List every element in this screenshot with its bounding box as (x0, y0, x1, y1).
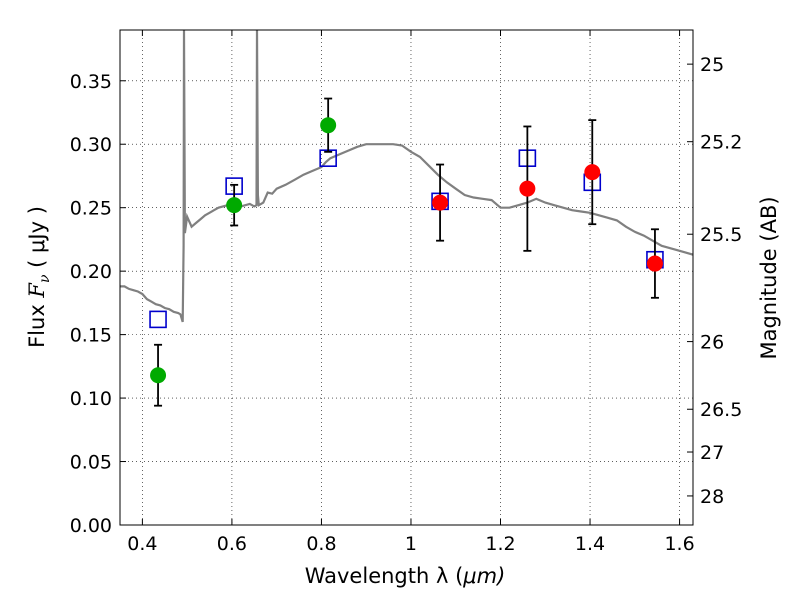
x-axis-label-prefix: Wavelength λ ( (305, 564, 464, 588)
observed-photometry-point (150, 367, 167, 384)
plot-frame (119, 29, 694, 526)
y-tick-label: 0.20 (70, 261, 112, 283)
y-tick-label: 0.05 (70, 452, 112, 474)
observed-photometry-point (432, 194, 449, 211)
x-tick-label: 1.4 (575, 533, 605, 555)
y-tick-label: 0.10 (70, 388, 112, 410)
y-tick-label: 0.15 (70, 325, 112, 347)
observed-photometry-point (584, 164, 601, 181)
y-axis-label-symbol: F (25, 282, 49, 299)
y-axis-label-subscript: ν (37, 274, 53, 283)
observed-photometry-point (320, 117, 337, 134)
x-tick-label: 1.6 (664, 533, 694, 555)
magnitude-tick-label: 27 (700, 442, 724, 464)
photometry-markers (149, 97, 664, 407)
magnitude-tick-label: 26 (700, 332, 724, 354)
x-tick-label: 1.2 (485, 533, 515, 555)
observed-photometry-point (519, 180, 536, 197)
y-tick-label: 0.30 (70, 134, 112, 156)
y-tick-label: 0.35 (70, 71, 112, 93)
magnitude-tick-label: 25 (700, 54, 724, 76)
y-axis-label-prefix: Flux (25, 298, 49, 348)
grid-lines (120, 30, 693, 526)
model-spectrum-line (120, 30, 693, 323)
y-axis-label-units: ( μJy ) (25, 206, 49, 274)
x-tick-label: 0.6 (217, 533, 247, 555)
observed-photometry-point (226, 197, 243, 214)
y-axis-label: Flux Fν ( μJy ) (25, 206, 53, 348)
magnitude-tick-label: 26.5 (700, 399, 742, 421)
observed-photometry-point (646, 255, 663, 272)
y-axis-ticks: 0.00 0.05 0.10 0.15 0.20 0.25 0.30 0.35 (70, 71, 126, 537)
magnitude-tick-label: 25.2 (700, 132, 742, 154)
x-tick-label: 1 (405, 533, 417, 555)
x-tick-label: 0.8 (306, 533, 336, 555)
magnitude-tick-label: 25.5 (700, 224, 742, 246)
x-axis-label-units: μm) (462, 564, 505, 588)
x-axis-label: Wavelength λ (μm) (305, 564, 506, 588)
magnitude-tick-label: 28 (700, 486, 724, 508)
x-tick-label: 0.4 (127, 533, 157, 555)
magnitude-axis-ticks: 25 25.2 25.5 26 26.5 27 28 (687, 54, 742, 508)
y-tick-label: 0.00 (70, 515, 112, 537)
y-tick-label: 0.25 (70, 198, 112, 220)
x-axis-ticks: 0.4 0.6 0.8 1 1.2 1.4 1.6 (127, 30, 695, 555)
magnitude-axis-label: Magnitude (AB) (757, 196, 781, 359)
model-photometry-square (149, 310, 167, 329)
model-spectrum-layer (120, 30, 693, 323)
